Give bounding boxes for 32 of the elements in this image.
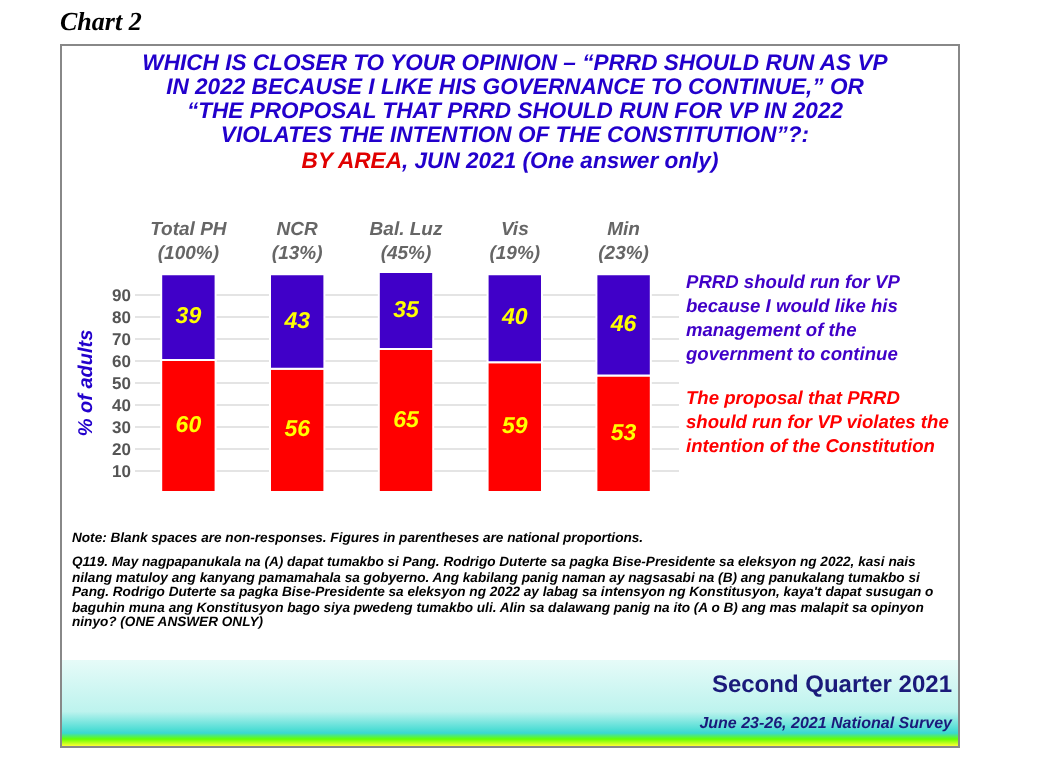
data-label: 60 bbox=[175, 414, 203, 438]
x-tick-label: Vis (19%) bbox=[489, 219, 541, 265]
data-label: 53 bbox=[610, 421, 638, 446]
y-axis-title: % of adults bbox=[76, 328, 99, 437]
data-label: 56 bbox=[284, 418, 312, 443]
data-label: 59 bbox=[502, 415, 529, 440]
x-tick-label: Min (23%) bbox=[598, 219, 649, 265]
x-tick-label: Bal. Luz (45%) bbox=[369, 219, 443, 265]
y-tick-label: 40 bbox=[112, 395, 132, 415]
x-tick-label: NCR (13%) bbox=[271, 219, 323, 265]
data-label: 39 bbox=[175, 305, 203, 330]
y-tick-label: 50 bbox=[112, 373, 132, 393]
x-tick-label: Total PH (100%) bbox=[150, 219, 229, 265]
y-tick-label: 80 bbox=[112, 307, 132, 327]
y-tick-label: 70 bbox=[112, 329, 132, 349]
data-label: 35 bbox=[393, 298, 420, 323]
series-label: PRRD should run for VP because I would like his management of the government to continue bbox=[686, 270, 902, 366]
caption: Chart 2 bbox=[60, 6, 142, 38]
y-tick-label: 60 bbox=[112, 351, 132, 371]
data-label: 40 bbox=[500, 306, 529, 331]
chart-subtitle: BY AREA, JUN 2021 (One answer only) bbox=[299, 150, 721, 174]
y-tick-label: 90 bbox=[112, 285, 132, 305]
data-label: 46 bbox=[608, 312, 638, 337]
y-tick-label: 10 bbox=[112, 461, 132, 481]
y-tick-label: 30 bbox=[112, 417, 132, 437]
data-label: 65 bbox=[393, 408, 420, 433]
text: Second Quarter 2021 bbox=[711, 670, 952, 698]
chart-title: WHICH IS CLOSER TO YOUR OPINION – “PRRD SHOULD RUN AS VP IN 2022 BECAUSE I LIKE HIS GOVERNANCE TO CONTINUE,” OR “THE PROPOSAL THAT PRRD SHOULD RUN FOR VP IN 2022 VIOLATES THE INTENTION OF THE CONSTITUTION”?: bbox=[140, 52, 890, 148]
series-label: The proposal that PRRD should run for VP violates the intention of the Constitution bbox=[686, 386, 951, 458]
text: June 23-26, 2021 National Survey bbox=[699, 714, 952, 732]
y-tick-label: 20 bbox=[112, 439, 132, 459]
data-label: 43 bbox=[282, 309, 312, 334]
